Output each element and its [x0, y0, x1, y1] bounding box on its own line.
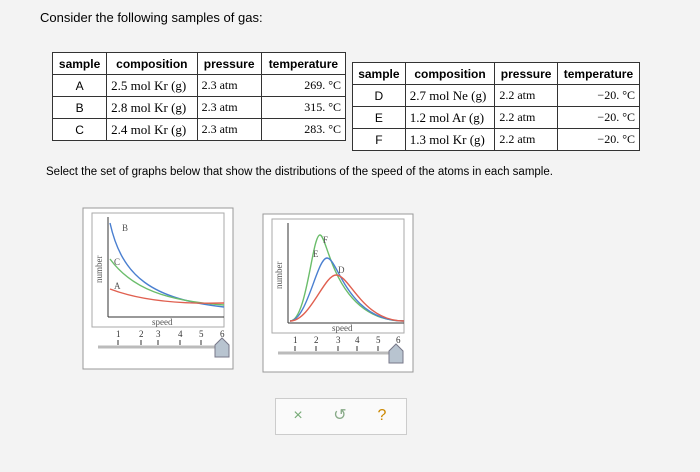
x-axis-label: speed: [332, 323, 353, 333]
table-cell: 2.3 atm: [196, 74, 262, 97]
slider-tick-label: 3: [336, 335, 341, 345]
table-cell: B: [51, 96, 108, 119]
table-cell: −20. °C: [556, 106, 641, 129]
table-cell: 2.7 mol Ne (g): [404, 84, 496, 107]
slider-tick-label: 6: [396, 335, 401, 345]
table-cell: 269. °C: [260, 74, 347, 97]
y-axis-label: number: [94, 256, 104, 284]
plot-frame: [91, 212, 225, 328]
curve: [289, 234, 405, 322]
curve: [109, 288, 225, 304]
slider-tick-label: 6: [220, 329, 225, 339]
button-bar: [275, 398, 407, 435]
slider-tick-label: 3: [156, 329, 161, 339]
table-row: A 2.5 mol Kr (g) 2.3 atm 269. °C: [51, 74, 347, 97]
slider-tick-label: 2: [314, 335, 319, 345]
slider-handle[interactable]: [388, 343, 404, 364]
column-header: pressure: [494, 62, 558, 85]
table-cell: 2.4 mol Kr (g): [106, 118, 198, 141]
clear-button[interactable]: ×: [293, 407, 303, 424]
table-cell: C: [51, 118, 108, 141]
reset-button[interactable]: ↺: [333, 407, 347, 424]
table-cell: 2.2 atm: [494, 106, 558, 129]
slider-handle[interactable]: [214, 337, 230, 358]
header-row: sample composition pressure temperature: [51, 52, 347, 75]
column-header: composition: [404, 62, 496, 85]
table-cell: 2.2 atm: [494, 128, 558, 151]
y-axis-label: number: [274, 262, 284, 290]
instruction: Select the set of graphs below that show…: [46, 166, 553, 178]
table-row: B 2.8 mol Kr (g) 2.3 atm 315. °C: [51, 96, 347, 119]
slider-tick-label: 5: [199, 329, 204, 339]
table-cell: A: [51, 74, 108, 97]
table-cell: 2.3 atm: [196, 118, 262, 141]
table-cell: 2.5 mol Kr (g): [106, 74, 198, 97]
table-row: E 1.2 mol Ar (g) 2.2 atm −20. °C: [352, 106, 641, 129]
table-cell: −20. °C: [556, 84, 641, 107]
curve-label: B: [122, 223, 128, 233]
curve-label: D: [338, 265, 345, 275]
column-header: temperature: [260, 52, 347, 75]
table-cell: E: [352, 106, 406, 129]
curve: [289, 257, 405, 322]
slider-tick-label: 4: [178, 329, 183, 339]
table-cell: 2.8 mol Kr (g): [106, 96, 198, 119]
table-cell: 315. °C: [260, 96, 347, 119]
curve-label: A: [114, 281, 121, 291]
prompt: Consider the following samples of gas:: [40, 10, 263, 25]
table-cell: D: [352, 84, 406, 107]
slider-tick-label: 1: [116, 329, 121, 339]
column-header: temperature: [556, 62, 641, 85]
slider-tick-label: 5: [376, 335, 381, 345]
slider-tick-label: 1: [293, 335, 298, 345]
table-row: C 2.4 mol Kr (g) 2.3 atm 283. °C: [51, 118, 347, 141]
table-cell: 2.3 atm: [196, 96, 262, 119]
column-header: sample: [352, 62, 406, 85]
header-row: sample composition pressure temperature: [352, 62, 641, 85]
table-row: D 2.7 mol Ne (g) 2.2 atm −20. °C: [352, 84, 641, 107]
table-cell: −20. °C: [556, 128, 641, 151]
slider-tick-label: 2: [139, 329, 144, 339]
table-cell: 1.2 mol Ar (g): [404, 106, 496, 129]
curve-label: F: [323, 235, 328, 245]
table-cell: 283. °C: [260, 118, 347, 141]
column-header: composition: [106, 52, 198, 75]
table: sample composition pressure temperature A 2.5…: [51, 52, 347, 141]
help-button[interactable]: ?: [377, 407, 387, 424]
curve: [289, 274, 405, 322]
curve-label: C: [114, 257, 120, 267]
table-row: F 1.3 mol Kr (g) 2.2 atm −20. °C: [352, 128, 641, 151]
table-cell: 2.2 atm: [494, 84, 558, 107]
column-header: sample: [51, 52, 108, 75]
table: sample composition pressure temperature D 2.7…: [352, 62, 641, 151]
table-cell: 1.3 mol Kr (g): [404, 128, 496, 151]
curve-label: E: [313, 249, 319, 259]
slider-tick-label: 4: [355, 335, 360, 345]
table-cell: F: [352, 128, 406, 151]
column-header: pressure: [196, 52, 262, 75]
x-axis-label: speed: [152, 317, 173, 327]
